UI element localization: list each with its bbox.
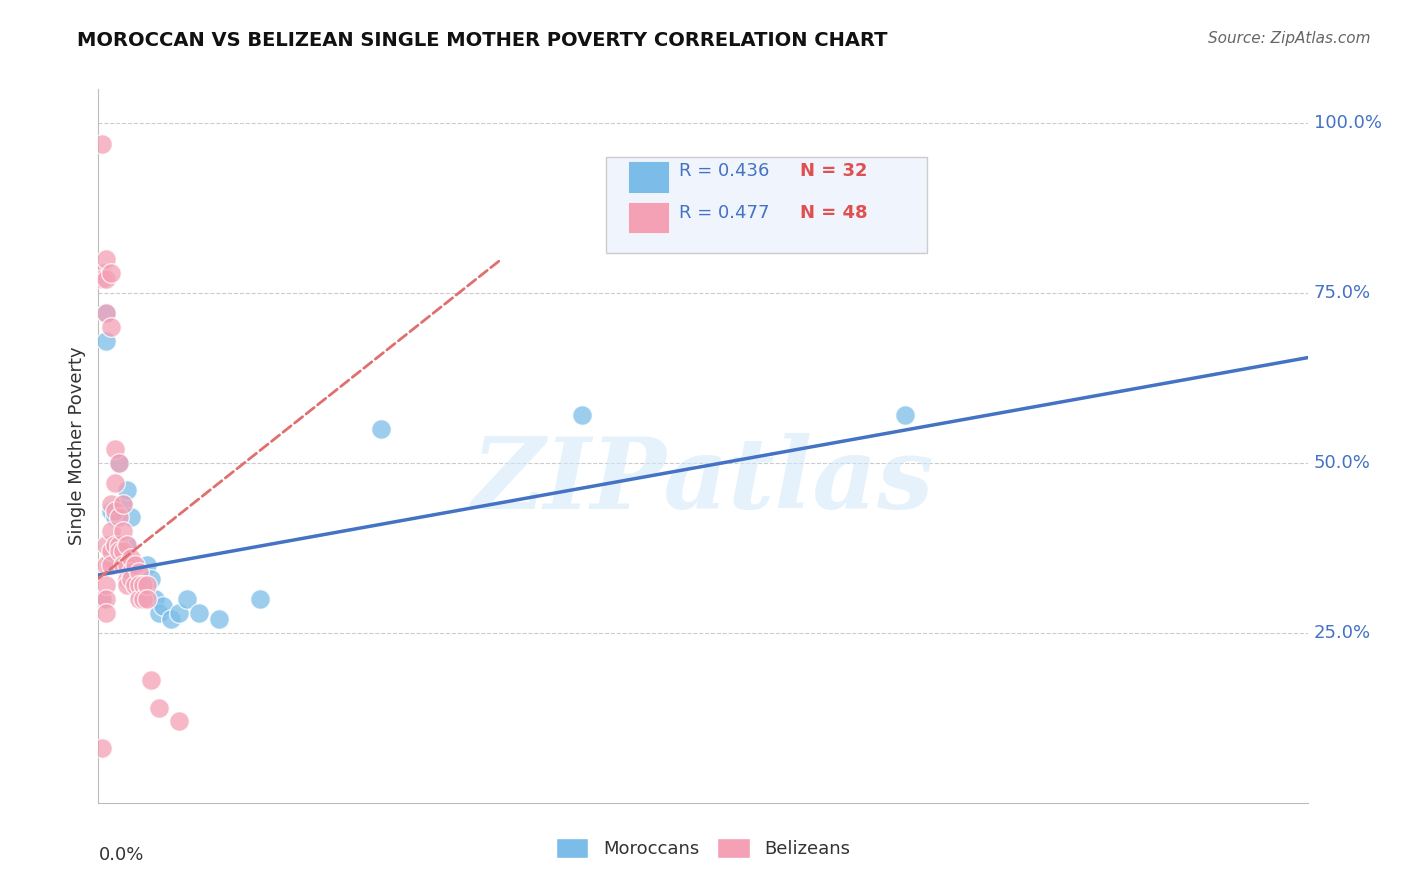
- Point: [103, 503, 125, 517]
- Point: [111, 558, 134, 572]
- Point: [96, 306, 118, 320]
- Point: [91, 272, 114, 286]
- Point: [103, 442, 125, 457]
- Point: [100, 544, 122, 558]
- Point: [128, 585, 150, 599]
- Point: [111, 497, 134, 511]
- Text: ZIPatlas: ZIPatlas: [472, 434, 934, 530]
- Point: [111, 497, 134, 511]
- Point: [91, 266, 114, 280]
- Point: [100, 320, 122, 334]
- Point: [91, 591, 114, 606]
- Point: [124, 558, 146, 572]
- Text: 75.0%: 75.0%: [1313, 284, 1371, 302]
- Text: R = 0.436: R = 0.436: [679, 162, 769, 180]
- Point: [160, 612, 183, 626]
- Point: [208, 612, 231, 626]
- Point: [124, 558, 146, 572]
- Point: [152, 599, 174, 613]
- Legend: Moroccans, Belizeans: Moroccans, Belizeans: [548, 830, 858, 865]
- Point: [103, 537, 125, 551]
- Point: [115, 578, 138, 592]
- Point: [107, 537, 129, 551]
- Point: [100, 558, 122, 572]
- FancyBboxPatch shape: [628, 202, 669, 234]
- Point: [96, 252, 118, 266]
- Text: 100.0%: 100.0%: [1313, 114, 1382, 132]
- Point: [107, 544, 129, 558]
- Point: [120, 510, 142, 524]
- Point: [107, 551, 129, 566]
- Point: [120, 572, 142, 586]
- Point: [370, 422, 392, 436]
- Point: [571, 409, 593, 423]
- Point: [132, 578, 155, 592]
- Y-axis label: Single Mother Poverty: Single Mother Poverty: [67, 347, 86, 545]
- Point: [100, 266, 122, 280]
- Point: [96, 537, 118, 551]
- Point: [188, 606, 211, 620]
- Point: [91, 591, 114, 606]
- Point: [120, 551, 142, 566]
- Text: MOROCCAN VS BELIZEAN SINGLE MOTHER POVERTY CORRELATION CHART: MOROCCAN VS BELIZEAN SINGLE MOTHER POVER…: [77, 31, 887, 50]
- Point: [91, 136, 114, 151]
- FancyBboxPatch shape: [628, 161, 669, 193]
- Point: [111, 544, 134, 558]
- Point: [111, 524, 134, 538]
- Point: [139, 673, 162, 688]
- Point: [100, 497, 122, 511]
- Text: N = 32: N = 32: [800, 162, 868, 180]
- Point: [167, 606, 190, 620]
- Point: [96, 558, 118, 572]
- Point: [96, 591, 118, 606]
- Text: R = 0.477: R = 0.477: [679, 203, 769, 221]
- Point: [107, 510, 129, 524]
- Point: [96, 606, 118, 620]
- Point: [128, 578, 150, 592]
- Point: [115, 572, 138, 586]
- Point: [893, 409, 915, 423]
- Point: [100, 503, 122, 517]
- Point: [103, 537, 125, 551]
- Point: [132, 591, 155, 606]
- Point: [100, 524, 122, 538]
- Point: [135, 578, 157, 592]
- Point: [139, 572, 162, 586]
- Point: [103, 476, 125, 491]
- Point: [100, 551, 122, 566]
- Point: [96, 306, 118, 320]
- Text: 50.0%: 50.0%: [1313, 454, 1371, 472]
- FancyBboxPatch shape: [606, 157, 927, 253]
- Point: [107, 456, 129, 470]
- Point: [111, 544, 134, 558]
- Text: 25.0%: 25.0%: [1313, 624, 1371, 642]
- Point: [135, 591, 157, 606]
- Point: [128, 591, 150, 606]
- Point: [167, 714, 190, 729]
- Point: [143, 591, 166, 606]
- Point: [148, 606, 170, 620]
- Point: [249, 591, 271, 606]
- Point: [107, 456, 129, 470]
- Point: [96, 578, 118, 592]
- Point: [135, 558, 157, 572]
- Point: [96, 272, 118, 286]
- Point: [115, 537, 138, 551]
- Point: [96, 334, 118, 348]
- Text: N = 48: N = 48: [800, 203, 868, 221]
- Text: Source: ZipAtlas.com: Source: ZipAtlas.com: [1208, 31, 1371, 46]
- Point: [91, 741, 114, 756]
- Point: [115, 558, 138, 572]
- Point: [115, 537, 138, 551]
- Point: [128, 572, 150, 586]
- Point: [128, 565, 150, 579]
- Point: [176, 591, 198, 606]
- Point: [103, 510, 125, 524]
- Point: [120, 565, 142, 579]
- Point: [148, 700, 170, 714]
- Point: [124, 578, 146, 592]
- Point: [115, 483, 138, 498]
- Text: 0.0%: 0.0%: [98, 846, 143, 863]
- Point: [132, 578, 155, 592]
